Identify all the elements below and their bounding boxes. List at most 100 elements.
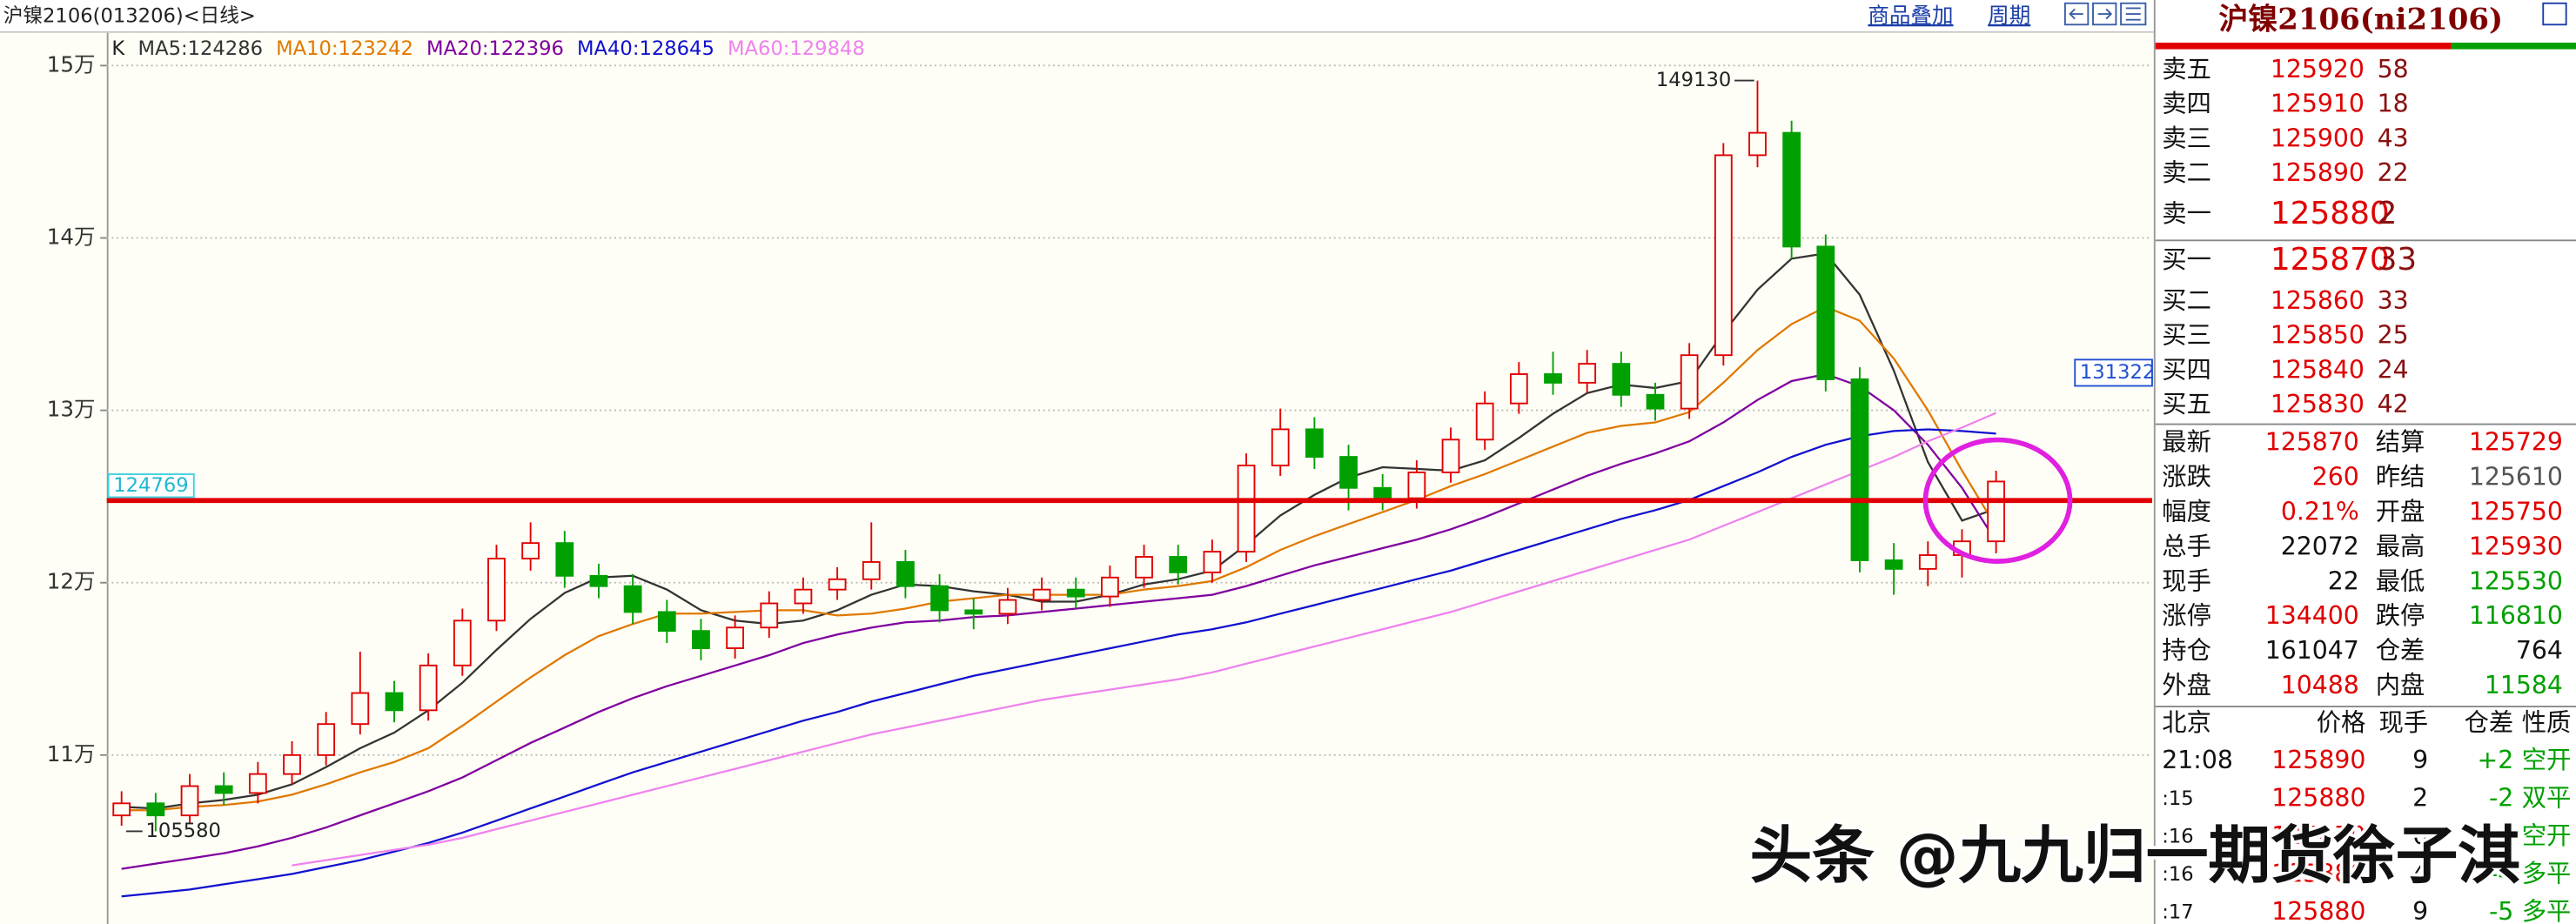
stat-label: 跌停 [2376,601,2425,630]
candle-body [1987,480,2006,543]
candle-body [1918,554,1937,570]
candle-body [1169,556,1188,573]
stat-value: 0.21% [2281,497,2359,526]
trade-cell: -4 [2489,859,2513,887]
trade-cell: 2 [2412,784,2428,813]
stat-label: 总手 [2162,532,2211,560]
book-label: 卖四 [2162,90,2211,118]
candle-body [487,558,506,622]
trade-cell: :16 [2162,826,2193,848]
stat-value: 161047 [2265,636,2359,665]
stat-label: 结算 [2376,427,2425,456]
candle-body [828,578,847,591]
candle-body [521,542,540,559]
legend-entry: MA10:123242 [276,37,413,60]
trade-cell: :16 [2162,863,2193,886]
book-price: 125910 [2271,90,2365,118]
candle-body [862,561,881,580]
candle-body [180,785,199,817]
book-label: 买一 [2162,245,2211,274]
trade-cell: 多平 [2522,897,2572,924]
trade-header: 性质 [2522,708,2572,737]
panel-toggle[interactable] [2542,2,2567,26]
trade-cell: 6 [2412,821,2428,850]
stat-label: 外盘 [2162,671,2211,700]
candle-body [1850,378,1869,561]
trade-header: 价格 [2317,708,2366,737]
toolbar-button[interactable]: 商品叠加 [1868,3,1953,28]
book-label: 卖五 [2162,55,2211,84]
book-label: 卖三 [2162,124,2211,152]
book-volume: 58 [2378,55,2409,84]
candle-body [1066,588,1085,598]
trade-cell: 9 [2412,746,2428,774]
candle-body [1373,486,1392,499]
candle-body [385,692,404,712]
stat-value: 22072 [2281,532,2359,560]
candle-body [1578,363,1597,384]
ma-line [292,412,1997,867]
trade-cell: 21:08 [2162,746,2233,774]
book-label: 买四 [2162,355,2211,384]
stat-value: 125610 [2469,462,2563,491]
book-price: 125870 [2271,242,2390,278]
stat-value: 116810 [2469,601,2563,630]
book-volume: 33 [2378,286,2409,315]
candle-body [1475,402,1494,441]
trade-cell: 125890 [2271,746,2365,774]
book-price: 125850 [2271,321,2365,350]
stat-label: 现手 [2162,566,2211,595]
candle-body [1407,471,1426,499]
highlight-circle [1922,437,2073,564]
stat-value: 125870 [2265,427,2359,456]
book-price: 125880 [2271,196,2390,231]
candle-body [1680,354,1699,410]
stat-label: 最低 [2376,566,2425,595]
trade-cell: 多平 [2522,859,2572,887]
chart-title: 沪镍2106(013206)<日线> [3,4,256,27]
candle-body [1884,559,1903,570]
candle-body [146,802,165,817]
trade-header: 仓差 [2465,708,2514,737]
watermark: 头条 @九九归一期货徐子淇 [1749,819,2520,892]
candle-body [1305,428,1324,459]
candle-body [589,574,608,587]
candle-body [283,753,301,775]
stat-value: 764 [2516,636,2563,665]
price-marker: 131322 [2080,361,2155,384]
book-price: 125900 [2271,124,2365,152]
stat-label: 昨结 [2376,462,2425,491]
stat-label: 幅度 [2162,497,2211,526]
candle-body [453,619,472,666]
legend-k: K [111,37,125,60]
candle-body [1237,465,1256,553]
candle-body [112,802,131,817]
book-price: 125840 [2271,355,2365,384]
trade-cell: 125880 [2271,897,2365,924]
legend-entry: MA60:129848 [728,37,865,60]
y-tick-label: 13万 [47,397,96,422]
candle-body [623,585,642,613]
y-tick-label: 15万 [47,51,96,77]
candle-body [760,602,779,629]
candle-body [930,585,949,612]
candle-body [726,626,744,649]
trade-cell: 4 [2412,859,2428,887]
candle-body [214,785,233,794]
reference-label: 124769 [113,474,188,497]
stat-value: 22 [2328,566,2359,595]
candle-body [419,664,438,712]
candle-body [1271,428,1290,466]
stat-value: 11584 [2485,671,2563,700]
trade-cell: :17 [2162,901,2193,923]
stat-value: 125729 [2469,427,2563,456]
stat-label: 持仓 [2162,636,2211,665]
book-label: 买二 [2162,286,2211,315]
panel-title: 沪镍2106(ni2106) [2218,3,2503,37]
book-volume: 24 [2378,355,2409,384]
candle-body [1816,245,1835,380]
zoom-buttons[interactable] [2063,2,2147,26]
stat-value: 134400 [2265,601,2359,630]
toolbar-button[interactable]: 周期 [1988,3,2030,28]
